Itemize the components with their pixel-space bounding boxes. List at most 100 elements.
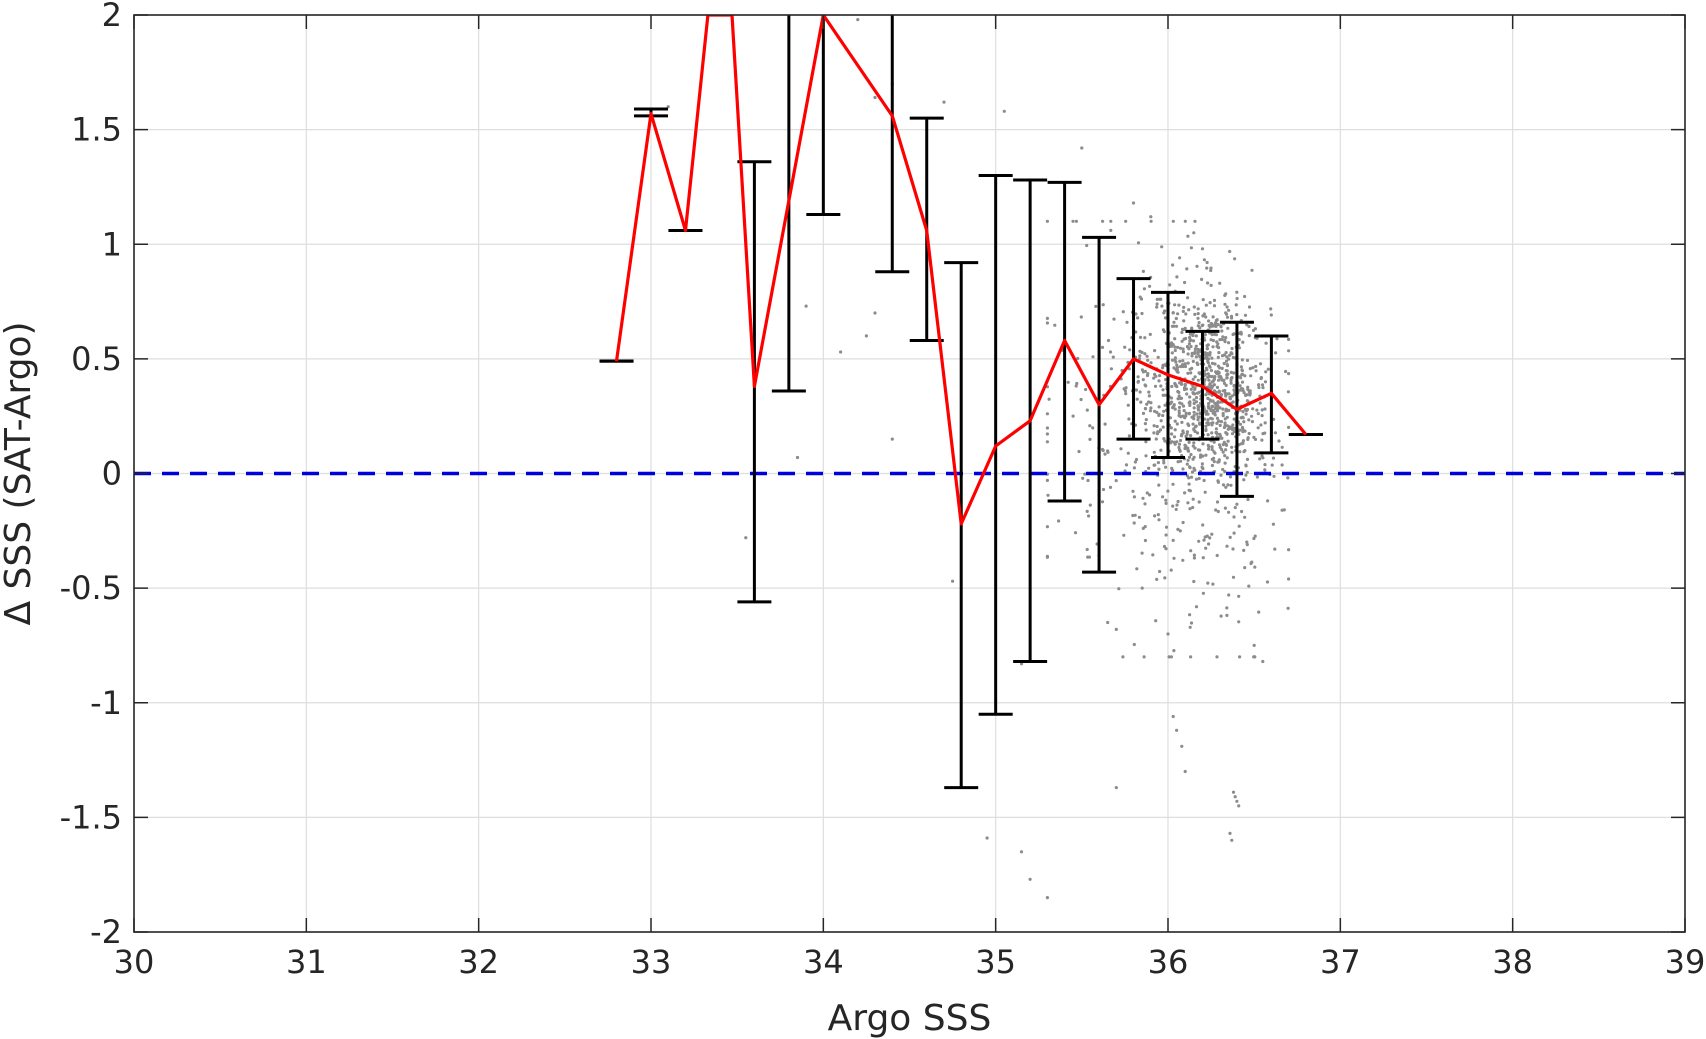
scatter-point (1221, 483, 1226, 487)
axis-ticks (133, 14, 1686, 933)
scatter-point (1186, 361, 1190, 365)
scatter-point (1174, 507, 1178, 511)
scatter-point (1247, 324, 1251, 329)
scatter-point (1178, 414, 1182, 418)
scatter-point (1261, 456, 1265, 460)
scatter-point (1161, 388, 1165, 392)
scatter-point (1266, 499, 1270, 503)
scatter-point (1178, 529, 1182, 533)
errorbar (806, 15, 841, 216)
scatter-point (1187, 440, 1191, 444)
scatter-point (1071, 414, 1075, 418)
scatter-point (1240, 380, 1245, 384)
scatter-point (1114, 786, 1118, 790)
scatter-point (1192, 455, 1196, 459)
scatter-point (1220, 447, 1224, 452)
scatter-point (1241, 340, 1245, 344)
scatter-point (1153, 384, 1158, 388)
scatter-point (1186, 458, 1190, 462)
scatter-point (1183, 280, 1187, 285)
scatter-point (1157, 379, 1161, 383)
scatter-point (1263, 463, 1267, 467)
scatter-point (1143, 422, 1147, 426)
scatter-point (873, 311, 877, 315)
scatter-point (1143, 525, 1147, 529)
scatter-point (1192, 231, 1196, 235)
scatter-point (1226, 326, 1230, 330)
scatter-point (1158, 569, 1162, 574)
scatter-point (1131, 489, 1135, 493)
scatter-point (1251, 366, 1255, 370)
scatter-point (1160, 304, 1164, 308)
scatter-point (1230, 450, 1234, 454)
scatter-point (1230, 352, 1234, 356)
scatter-point (1220, 436, 1224, 440)
scatter-point (1255, 408, 1259, 412)
scatter-point (1274, 351, 1278, 355)
scatter-point (1100, 345, 1105, 349)
scatter-point (1192, 553, 1196, 557)
scatter-point (1224, 485, 1228, 489)
scatter-point (1225, 315, 1230, 319)
scatter-point (1238, 428, 1242, 432)
scatter-point (1218, 338, 1222, 342)
scatter-point (1181, 467, 1185, 471)
scatter-point (1160, 245, 1164, 249)
scatter-point (1217, 378, 1221, 382)
scatter-point (1191, 377, 1195, 381)
y-tick-label: 2 (102, 0, 122, 34)
scatter-point (1237, 620, 1241, 624)
scatter-point (1045, 896, 1049, 900)
scatter-point (1194, 400, 1199, 404)
scatter-point (1225, 613, 1229, 618)
scatter-point (1216, 322, 1220, 327)
scatter-point (1205, 266, 1209, 270)
scatter-point (1088, 437, 1092, 441)
scatter-point (795, 455, 800, 460)
scatter-point (1174, 316, 1178, 321)
scatter-point (804, 304, 808, 308)
scatter-point (1057, 519, 1061, 523)
scatter-point (1226, 427, 1230, 431)
scatter-point (1135, 567, 1139, 571)
scatter-point (1188, 466, 1192, 470)
scatter-point (1182, 409, 1186, 413)
scatter-point (1179, 459, 1183, 463)
scatter-point (1229, 370, 1233, 374)
scatter-point (1191, 333, 1195, 338)
scatter-point (1164, 465, 1168, 469)
scatter-point (1106, 620, 1110, 625)
scatter-point (1225, 544, 1229, 548)
scatter-point (1180, 339, 1184, 343)
scatter-point (1249, 561, 1253, 566)
scatter-point (1210, 463, 1214, 468)
y-tick-labels: -2 -1.5 -1 -0.5 0 0.5 1 1.5 2 (60, 0, 122, 951)
scatter-point (1194, 355, 1198, 359)
y-tick-label: -1 (90, 684, 122, 722)
scatter-point (1100, 500, 1105, 504)
scatter-point (1223, 506, 1227, 510)
scatter-point (1177, 409, 1181, 413)
scatter-point (1173, 407, 1177, 411)
scatter-point (1183, 446, 1187, 451)
scatter-point (1259, 423, 1263, 427)
scatter-point (1187, 342, 1191, 346)
scatter-point (1223, 454, 1227, 458)
scatter-point (1224, 407, 1228, 411)
scatter-point (1228, 831, 1232, 836)
scatter-point (1212, 456, 1216, 460)
scatter-point (1287, 548, 1291, 552)
scatter-point (1085, 243, 1089, 248)
scatter-point (1229, 483, 1233, 487)
scatter-point (1202, 312, 1206, 316)
scatter-point (1149, 401, 1153, 405)
scatter-point (1213, 413, 1217, 417)
scatter-point (1217, 351, 1221, 355)
scatter-point (1232, 531, 1236, 535)
scatter-point (1223, 423, 1227, 427)
scatter-point (1224, 359, 1229, 363)
scatter-point (1209, 368, 1213, 373)
scatter-point (1225, 305, 1229, 309)
scatter-point (1230, 376, 1234, 380)
scatter-point (1086, 478, 1090, 483)
